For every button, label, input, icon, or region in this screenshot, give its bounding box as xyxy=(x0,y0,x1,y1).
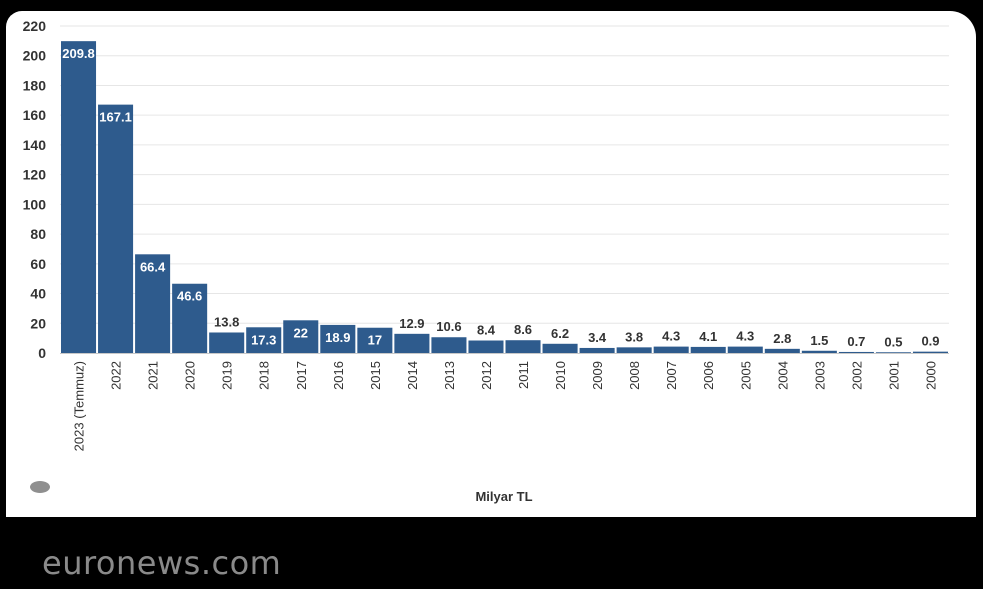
x-tick-label: 2011 xyxy=(516,361,531,389)
source-watermark: euronews.com xyxy=(42,544,282,582)
x-tick-label: 2013 xyxy=(442,361,457,390)
x-tick-label: 2008 xyxy=(627,361,642,390)
data-label: 4.3 xyxy=(736,329,754,344)
data-label: 0.9 xyxy=(921,334,939,349)
bar xyxy=(172,283,208,353)
data-label: 8.6 xyxy=(514,322,532,337)
x-tick-label: 2019 xyxy=(220,361,235,390)
bar xyxy=(727,346,763,353)
x-tick-label: 2004 xyxy=(775,361,790,390)
data-label: 4.1 xyxy=(699,329,717,344)
x-tick-label: 2010 xyxy=(553,361,568,390)
x-axis-ticks: 2023 (Temmuz) 2022 2021 2020 2019 2018 2017 201… xyxy=(72,361,939,451)
y-tick-label: 60 xyxy=(30,256,46,272)
y-tick-label: 0 xyxy=(38,345,46,361)
x-tick-label: 2023 (Temmuz) xyxy=(72,361,87,451)
y-tick-label: 40 xyxy=(30,286,46,302)
x-axis-title: Milyar TL xyxy=(475,489,532,504)
data-label: 167.1 xyxy=(99,110,132,125)
bar-chart: 0 20 40 60 80 100 120 140 160 180 200 220 209.8 167.… xyxy=(23,18,949,504)
x-tick-label: 2001 xyxy=(886,361,901,390)
x-tick-label: 2003 xyxy=(812,361,827,390)
bar xyxy=(431,337,467,353)
chart-card: 0 20 40 60 80 100 120 140 160 180 200 220 209.8 167.… xyxy=(6,11,976,517)
bar xyxy=(468,340,504,353)
data-label: 12.9 xyxy=(399,316,424,331)
bar xyxy=(764,348,800,353)
data-label: 8.4 xyxy=(477,323,496,338)
data-label: 13.8 xyxy=(214,314,239,329)
y-tick-label: 200 xyxy=(23,48,47,64)
data-label: 17 xyxy=(368,333,382,348)
data-label: 0.7 xyxy=(847,334,865,349)
bar xyxy=(394,333,430,353)
x-tick-label: 2018 xyxy=(257,361,272,390)
bar xyxy=(801,350,837,353)
y-tick-label: 120 xyxy=(23,167,47,183)
x-tick-label: 2016 xyxy=(331,361,346,390)
x-tick-label: 2009 xyxy=(590,361,605,390)
x-tick-label: 2007 xyxy=(664,361,679,390)
y-tick-label: 220 xyxy=(23,18,47,34)
x-tick-label: 2020 xyxy=(183,361,198,390)
y-tick-label: 20 xyxy=(30,315,46,331)
bar xyxy=(579,347,615,353)
x-tick-label: 2014 xyxy=(405,361,420,390)
data-label: 66.4 xyxy=(140,259,166,274)
bar xyxy=(542,343,578,353)
bar xyxy=(61,41,97,353)
bar xyxy=(209,332,245,353)
bar xyxy=(320,324,356,353)
y-tick-label: 180 xyxy=(23,77,47,93)
data-label: 18.9 xyxy=(325,330,350,345)
data-label: 6.2 xyxy=(551,326,569,341)
data-label: 209.8 xyxy=(62,46,95,61)
bar xyxy=(653,346,689,353)
x-tick-label: 2015 xyxy=(368,361,383,390)
x-tick-label: 2002 xyxy=(849,361,864,390)
bar xyxy=(912,351,948,353)
x-tick-label: 2006 xyxy=(701,361,716,390)
data-label: 22 xyxy=(294,325,308,340)
y-axis-ticks: 0 20 40 60 80 100 120 140 160 180 200 220 xyxy=(23,18,47,361)
data-label: 3.8 xyxy=(625,329,643,344)
x-tick-label: 2021 xyxy=(146,361,161,390)
bar xyxy=(283,320,319,353)
x-tick-label: 2017 xyxy=(294,361,309,390)
bar xyxy=(875,352,911,354)
data-label: 1.5 xyxy=(810,333,828,348)
bar xyxy=(616,347,652,353)
y-tick-label: 80 xyxy=(30,226,46,242)
bar xyxy=(838,351,874,353)
bar xyxy=(135,254,171,353)
data-labels: 209.8 167.1 66.4 46.6 13.8 17.3 22 18.9 17 12.9 10… xyxy=(62,46,939,349)
data-label: 46.6 xyxy=(177,289,202,304)
x-tick-label: 2005 xyxy=(738,361,753,390)
data-label: 17.3 xyxy=(251,332,276,347)
bar xyxy=(246,327,282,353)
grid-lines xyxy=(60,25,949,324)
legend-swatch xyxy=(30,481,50,493)
y-tick-label: 160 xyxy=(23,107,47,123)
bar xyxy=(505,340,541,353)
data-label: 2.8 xyxy=(773,331,791,346)
data-label: 10.6 xyxy=(436,319,461,334)
x-tick-label: 2000 xyxy=(923,361,938,390)
bar xyxy=(357,327,393,353)
y-tick-label: 140 xyxy=(23,137,47,153)
bars xyxy=(61,41,948,354)
y-tick-label: 100 xyxy=(23,196,47,212)
data-label: 0.5 xyxy=(884,334,902,349)
x-tick-label: 2022 xyxy=(109,361,124,390)
x-tick-label: 2012 xyxy=(479,361,494,390)
data-label: 4.3 xyxy=(662,329,680,344)
data-label: 3.4 xyxy=(588,330,607,345)
bar xyxy=(98,104,134,354)
bar xyxy=(690,346,726,353)
